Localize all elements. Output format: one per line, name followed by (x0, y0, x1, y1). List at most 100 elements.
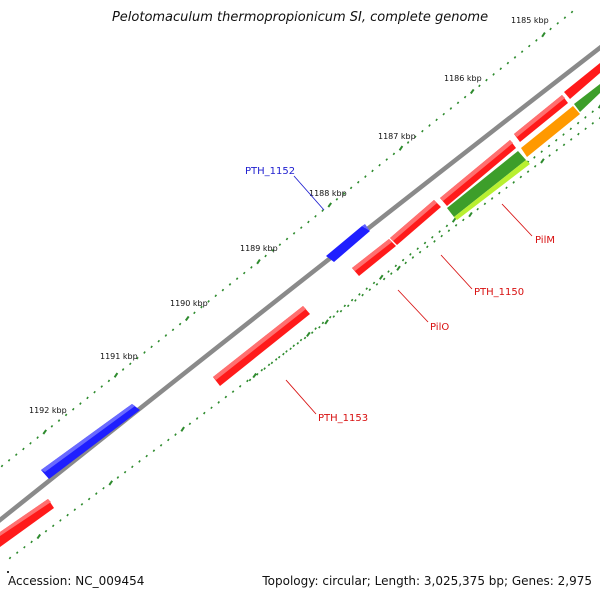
minor-tick (200, 305, 203, 309)
minor-tick (80, 503, 84, 506)
minor-tick (445, 224, 449, 228)
minor-tick (535, 39, 538, 42)
major-tick (597, 104, 600, 109)
minor-tick (214, 294, 218, 298)
minor-tick (121, 368, 125, 371)
label-pth-1150: PTH_1150 (474, 287, 524, 298)
gene-pth-1153[interactable] (213, 306, 310, 386)
minor-tick (314, 327, 317, 330)
minor-tick (0, 464, 4, 468)
gene-pth-1150[interactable] (390, 200, 441, 245)
minor-tick (349, 186, 353, 190)
minor-tick (207, 300, 210, 303)
gene-pilm[interactable] (440, 140, 516, 206)
minor-tick (416, 247, 419, 251)
major-tick (184, 315, 190, 322)
gene-pilo[interactable] (352, 239, 396, 276)
minor-tick (95, 492, 98, 495)
minor-tick (406, 141, 410, 144)
minor-tick (438, 230, 441, 233)
gene-reverse-1185b[interactable] (514, 95, 568, 142)
minor-tick (228, 283, 232, 286)
map-title: Pelotomaculum thermopropionicum SI, comp… (111, 10, 489, 25)
minor-tick (358, 293, 361, 296)
minor-tick (447, 229, 451, 233)
inner-tick-row (8, 116, 600, 560)
minor-tick (15, 551, 19, 554)
minor-tick (354, 299, 357, 302)
minor-tick (143, 351, 146, 354)
tick-labels: 1185 kbp 1186 kbp 1187 kbp 1188 kbp 1189… (29, 16, 549, 415)
minor-tick (267, 363, 271, 367)
minor-tick (314, 214, 317, 218)
tick-label-1189: 1189 kbp (240, 244, 278, 253)
major-tick (36, 533, 42, 540)
minor-tick (51, 524, 55, 528)
minor-tick (8, 556, 12, 560)
major-tick (42, 429, 48, 435)
minor-tick (285, 237, 289, 241)
minor-tick (584, 127, 587, 131)
minor-tick (548, 154, 551, 157)
minor-tick (426, 245, 429, 249)
minor-tick (375, 283, 379, 286)
minor-tick (533, 164, 537, 168)
minor-tick (66, 513, 69, 517)
minor-tick (50, 424, 54, 428)
reverse-genes (0, 63, 600, 547)
minor-tick (299, 226, 303, 229)
minor-tick (107, 379, 111, 383)
minor-tick (591, 122, 595, 125)
minor-tick (371, 169, 374, 173)
gene-reverse-1192[interactable] (0, 499, 54, 547)
gene-forward-1192[interactable] (41, 404, 140, 479)
minor-tick (307, 220, 310, 224)
minor-tick (260, 368, 264, 372)
minor-tick (292, 344, 296, 348)
gene-pth-1150-hl (390, 200, 437, 241)
major-tick (108, 480, 114, 486)
major-tick (378, 274, 384, 280)
minor-tick (93, 390, 96, 394)
minor-tick (435, 118, 438, 122)
leader-pilo (397, 289, 429, 323)
minor-tick (64, 413, 68, 417)
label-pth-1152: PTH_1152 (245, 166, 295, 177)
minor-tick (401, 258, 405, 262)
minor-tick (442, 112, 446, 116)
major-tick (398, 145, 404, 151)
tick-label-1186: 1186 kbp (444, 74, 482, 83)
minor-tick (171, 328, 175, 332)
major-tick (469, 88, 475, 95)
gene-reverse-1185a[interactable] (564, 63, 600, 99)
minor-tick (246, 379, 249, 383)
minor-tick (116, 476, 120, 479)
feature-lightgreen[interactable] (454, 160, 530, 220)
minor-tick (385, 158, 389, 161)
minor-tick (423, 241, 427, 245)
feature-darkgreen-2[interactable] (574, 84, 600, 112)
gene-pth-1152[interactable] (326, 226, 370, 262)
tick-label-1190: 1190 kbp (170, 299, 208, 308)
forward-genes (41, 224, 370, 479)
gene-reverse-1185b-hl (514, 95, 565, 137)
minor-tick (152, 449, 156, 453)
feature-darkgreen[interactable] (447, 151, 526, 217)
minor-tick (409, 253, 412, 256)
minor-tick (248, 378, 252, 382)
minor-tick (277, 355, 281, 359)
outer-tick-row (0, 10, 574, 468)
minor-tick (44, 529, 48, 533)
minor-tick (264, 254, 267, 258)
minor-tick (14, 453, 18, 456)
minor-tick (364, 175, 367, 178)
minor-tick (428, 124, 431, 127)
minor-tick (526, 170, 530, 173)
minor-tick (433, 240, 436, 243)
minor-tick (123, 470, 127, 474)
feature-orange[interactable] (521, 106, 580, 157)
minor-tick (449, 107, 453, 110)
minor-tick (576, 121, 580, 125)
